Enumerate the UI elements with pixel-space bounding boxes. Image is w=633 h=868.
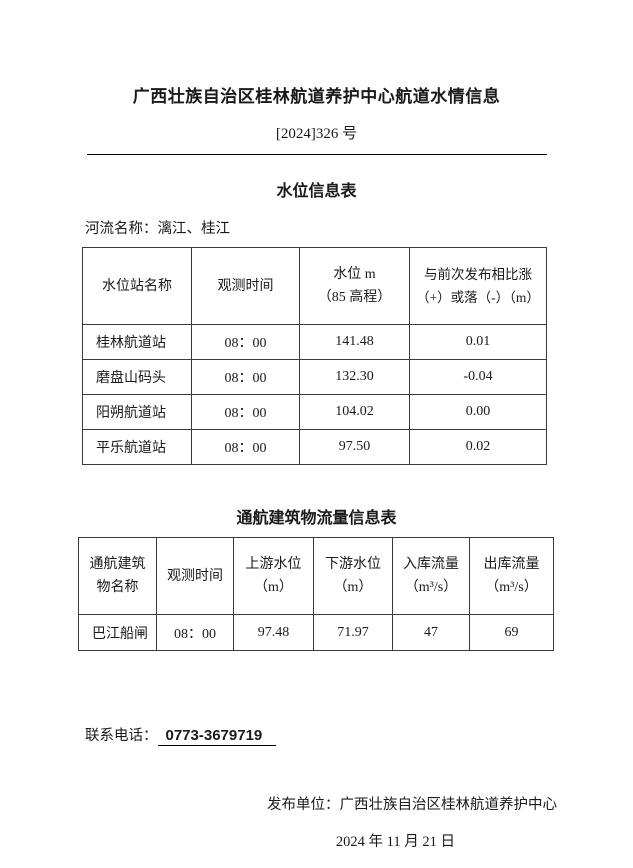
flow-header-row: 通航建筑 物名称 观测时间 上游水位 （m） 下游水位 （m） 入库流量 <box>78 537 554 615</box>
inflow-cell: 47 <box>392 614 470 651</box>
river-names-label: 河流名称：漓江、桂江 <box>85 221 230 237</box>
header-divider <box>86 154 547 155</box>
time-cell: 08：00 <box>191 394 300 430</box>
time-cell: 08：00 <box>156 614 234 651</box>
water-level-header-row: 水位站名称 观测时间 水位 m （85 高程） 与前次发布相比涨 （+）或落（-… <box>82 247 547 325</box>
table-row: 巴江船闸 08：00 97.48 71.97 47 69 <box>78 614 554 651</box>
water-level-section-title: 水位信息表 <box>276 183 357 200</box>
downstream-cell: 71.97 <box>313 614 393 651</box>
header-text: （+）或落（-）（m） <box>416 290 540 305</box>
header-text: （m） <box>333 580 373 595</box>
table-row: 阳朔航道站 08：00 104.02 0.00 <box>82 394 547 430</box>
header-text: 水位站名称 <box>102 278 172 294</box>
header-text: 上游水位 <box>245 557 302 572</box>
column-header-inflow: 入库流量 （m³/s） <box>392 537 470 615</box>
header-text: 入库流量 <box>403 557 459 572</box>
time-cell: 08：00 <box>191 359 300 395</box>
upstream-cell: 97.48 <box>233 614 314 651</box>
header-text: 物名称 <box>96 580 139 595</box>
column-header-change: 与前次发布相比涨 （+）或落（-）（m） <box>409 247 547 325</box>
level-cell: 97.50 <box>299 429 410 465</box>
level-cell: 104.02 <box>299 394 410 430</box>
station-cell: 桂林航道站 <box>82 324 192 360</box>
contact-phone-number: 0773-3679719 <box>157 727 277 746</box>
header-text: 观测时间 <box>167 568 223 584</box>
station-cell: 磨盘山码头 <box>82 359 192 395</box>
change-cell: 0.00 <box>409 394 547 430</box>
column-header-level: 水位 m （85 高程） <box>299 247 410 325</box>
publisher-line: 发布单位：广西壮族自治区桂林航道养护中心 <box>267 797 557 813</box>
time-cell: 08：00 <box>191 324 300 360</box>
publish-date: 2024 年 11 月 21 日 <box>335 834 455 850</box>
level-cell: 141.48 <box>299 324 410 360</box>
table-row: 磨盘山码头 08：00 132.30 -0.04 <box>82 359 547 395</box>
column-header-downstream: 下游水位 （m） <box>313 537 393 615</box>
change-cell: -0.04 <box>409 359 547 395</box>
header-text: 通航建筑 <box>89 557 146 572</box>
table-row: 桂林航道站 08：00 141.48 0.01 <box>82 324 547 360</box>
header-text: 水位 m <box>333 267 376 282</box>
change-cell: 0.02 <box>409 429 547 465</box>
water-level-table: 水位站名称 观测时间 水位 m （85 高程） 与前次发布相比涨 （+）或落（-… <box>82 247 547 465</box>
header-text: （m） <box>254 580 293 595</box>
station-cell: 阳朔航道站 <box>82 394 192 430</box>
contact-label: 联系电话： <box>85 728 158 744</box>
flow-table: 通航建筑 物名称 观测时间 上游水位 （m） 下游水位 （m） 入库流量 <box>78 537 554 651</box>
flow-section-title: 通航建筑物流量信息表 <box>236 510 397 527</box>
column-header-station: 水位站名称 <box>82 247 192 325</box>
header-text: 出库流量 <box>483 557 540 572</box>
header-text: 与前次发布相比涨 <box>424 267 532 282</box>
document-title: 广西壮族自治区桂林航道养护中心航道水情信息 <box>132 87 501 106</box>
header-text: 观测时间 <box>217 278 274 294</box>
table-row: 平乐航道站 08：00 97.50 0.02 <box>82 429 547 465</box>
column-header-time: 观测时间 <box>156 537 234 615</box>
structure-cell: 巴江船闸 <box>78 614 157 651</box>
header-text: （m³/s） <box>404 580 458 595</box>
contact-line: 联系电话： 0773-3679719 <box>85 724 633 746</box>
column-header-time: 观测时间 <box>191 247 300 325</box>
header-text: 下游水位 <box>325 557 381 572</box>
document-number: [2024]326 号 <box>275 126 358 142</box>
level-cell: 132.30 <box>299 359 410 395</box>
column-header-structure: 通航建筑 物名称 <box>78 537 157 615</box>
column-header-upstream: 上游水位 （m） <box>233 537 314 615</box>
station-cell: 平乐航道站 <box>82 429 192 465</box>
column-header-outflow: 出库流量 （m³/s） <box>469 537 554 615</box>
header-text: （m³/s） <box>485 580 538 595</box>
header-text: （85 高程） <box>317 290 392 305</box>
time-cell: 08：00 <box>191 429 300 465</box>
change-cell: 0.01 <box>409 324 547 360</box>
outflow-cell: 69 <box>469 614 554 651</box>
